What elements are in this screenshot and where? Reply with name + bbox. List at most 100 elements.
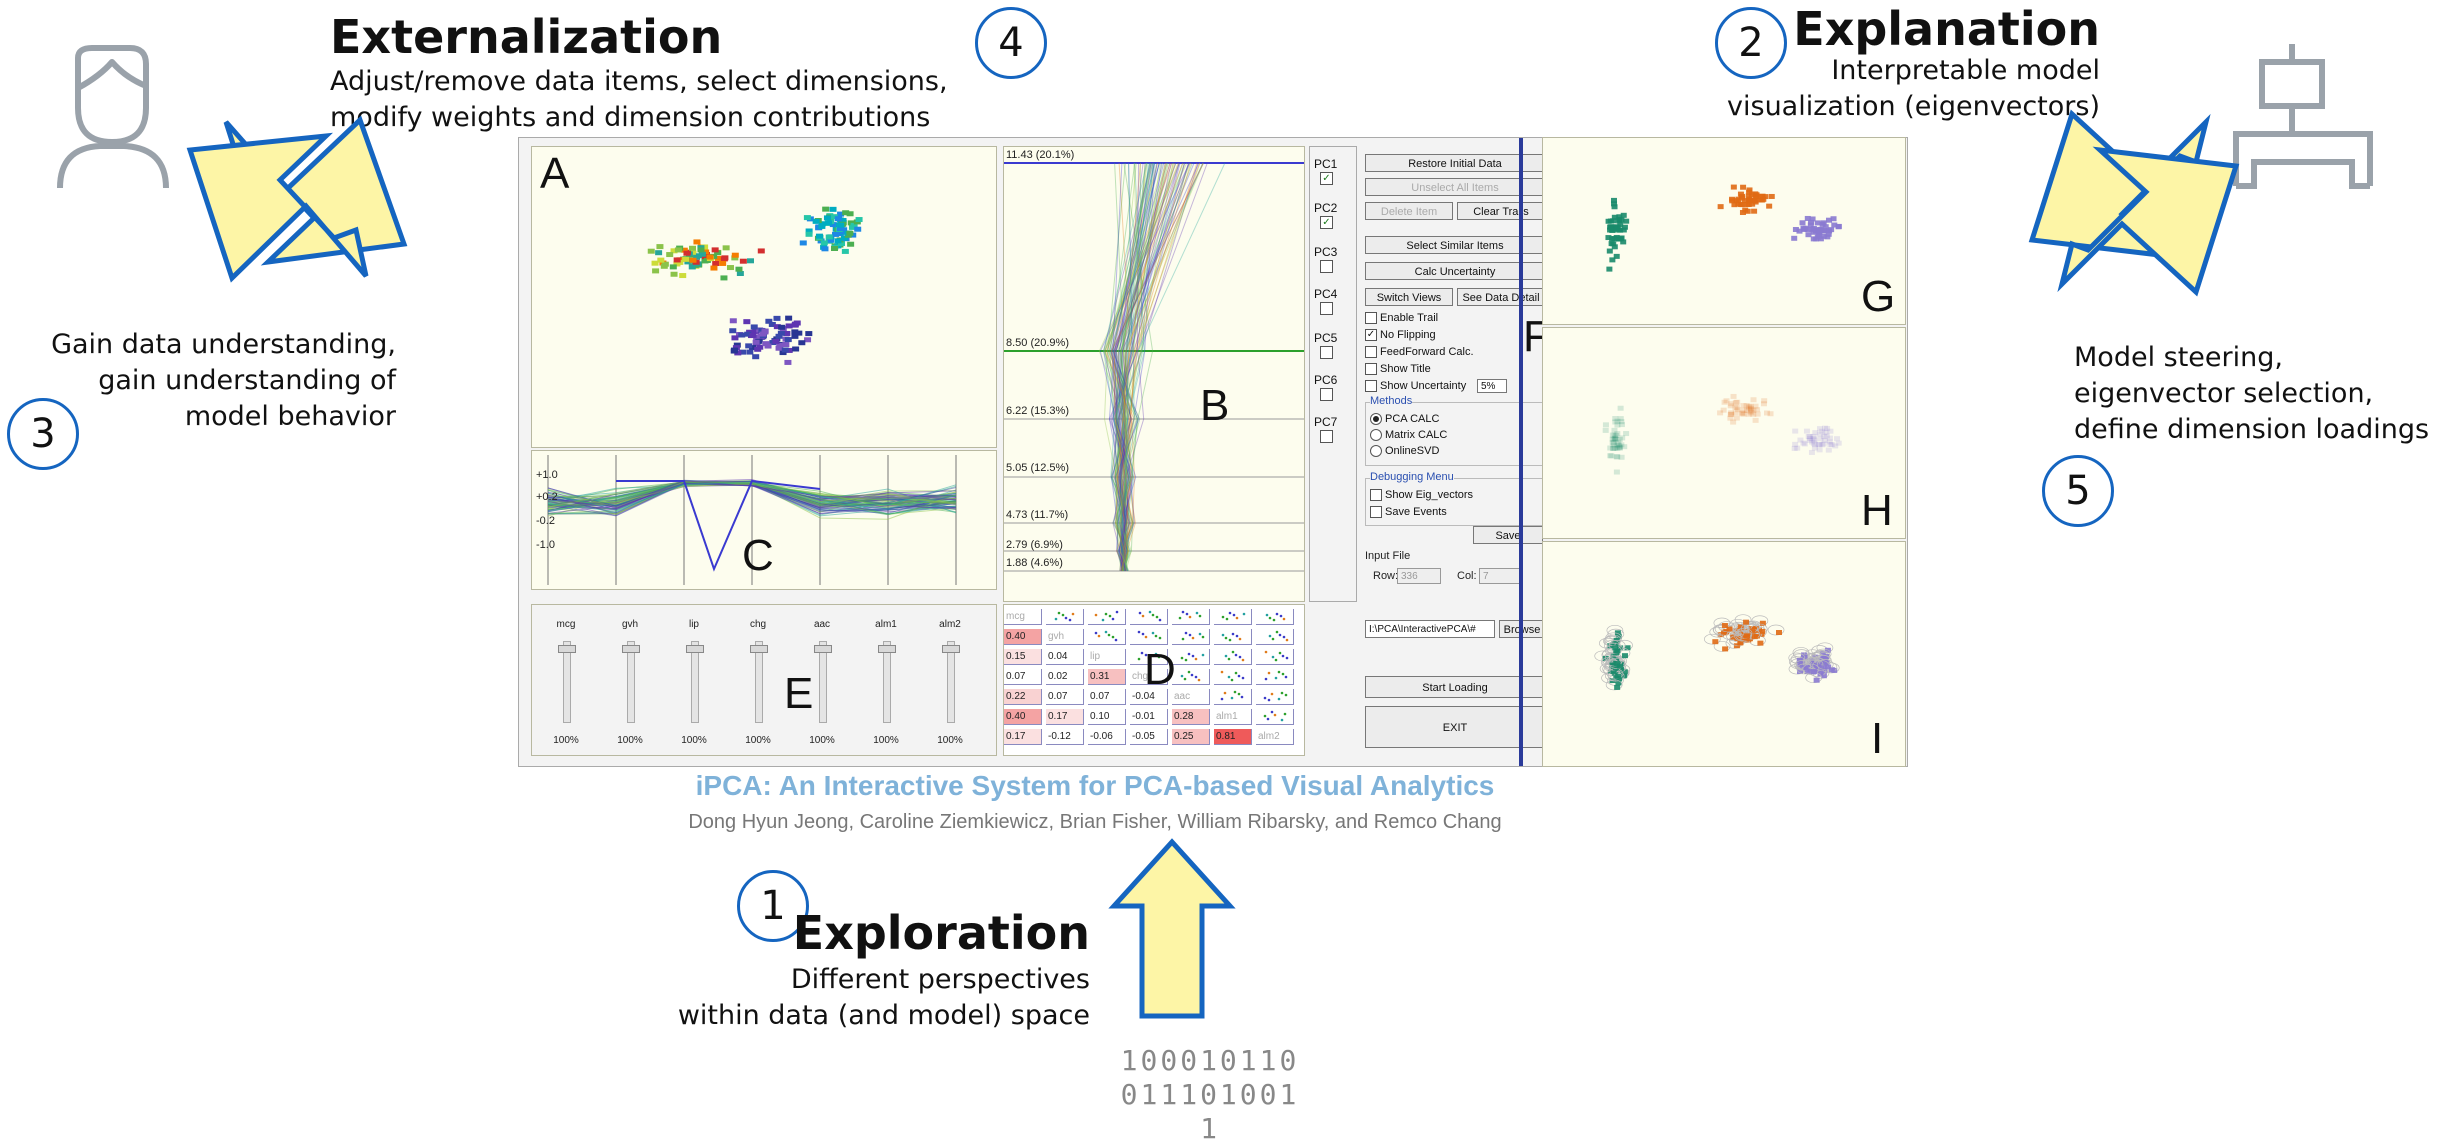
- pc3-checkbox[interactable]: PC3: [1314, 245, 1356, 274]
- panel-g-projection[interactable]: G: [1542, 137, 1906, 325]
- clear-trails-button[interactable]: Clear Trails: [1457, 202, 1545, 220]
- corr-cell: 0.81: [1214, 729, 1252, 745]
- pc-line: [1107, 162, 1141, 572]
- slider-handle-gvh[interactable]: [622, 645, 640, 653]
- projection-point: [1721, 622, 1728, 628]
- enable-trail-checkbox[interactable]: Enable Trail: [1365, 312, 1438, 325]
- mini-point: [1138, 611, 1142, 615]
- col-input[interactable]: 7: [1479, 568, 1523, 584]
- scatter-point: [734, 350, 742, 356]
- arrow-icon: [186, 115, 408, 283]
- slider-track-chg[interactable]: [755, 641, 763, 723]
- file-path-input[interactable]: I:\PCA\InteractivePCA\#: [1365, 620, 1495, 638]
- pc-line: [1110, 162, 1160, 572]
- projection-point: [1748, 192, 1755, 198]
- scatter-point: [825, 220, 833, 226]
- pc4-checkbox[interactable]: PC4: [1314, 287, 1356, 316]
- slider-track-alm2[interactable]: [947, 641, 955, 723]
- corr-cell: 0.10: [1088, 709, 1126, 725]
- projection-point: [1728, 411, 1735, 417]
- mini-point: [1232, 613, 1236, 617]
- pc-line: [1098, 162, 1188, 572]
- pc2-checkbox[interactable]: PC2✓: [1314, 201, 1356, 230]
- feedforward-checkbox[interactable]: FeedForward Calc.: [1365, 346, 1474, 359]
- slider-handle-aac[interactable]: [814, 645, 832, 653]
- see-data-detail-button[interactable]: See Data Detail: [1457, 288, 1545, 306]
- pc5-checkbox[interactable]: PC5: [1314, 331, 1356, 360]
- panel-c-parallel-coordinates[interactable]: +1.0 +0.2 -0.2 -1.0 C: [531, 450, 997, 590]
- panel-h-projection[interactable]: H: [1542, 327, 1906, 539]
- slider-handle-chg[interactable]: [750, 645, 768, 653]
- switch-views-button[interactable]: Switch Views: [1365, 288, 1453, 306]
- panel-a-scatterplot[interactable]: A: [531, 146, 997, 448]
- projection-point: [1747, 405, 1754, 411]
- mini-point: [1191, 636, 1195, 640]
- row-input[interactable]: 336: [1397, 568, 1441, 584]
- mini-point: [1238, 637, 1242, 641]
- panel-i-projection[interactable]: I: [1542, 541, 1906, 767]
- projection-point: [1616, 436, 1623, 442]
- row-label: Row:: [1373, 570, 1399, 582]
- projection-point: [1614, 431, 1621, 437]
- slider-track-alm1[interactable]: [883, 641, 891, 723]
- save-events-checkbox[interactable]: Save Events: [1370, 506, 1447, 519]
- checkbox-box: [1365, 363, 1377, 376]
- unselect-all-items-button[interactable]: Unselect All Items: [1365, 178, 1545, 196]
- scatter-point: [680, 247, 688, 253]
- mini-point: [1188, 633, 1192, 637]
- show-eig-vectors-checkbox[interactable]: Show Eig_vectors: [1370, 489, 1473, 502]
- panel-d-correlation-matrix[interactable]: mcg 0.40 gvh 0.15 0.04 lip 0.07 0.02 0.31 chg 0.22…: [1003, 604, 1305, 756]
- slider-label-gvh: gvh: [621, 619, 639, 630]
- pc6-checkbox[interactable]: PC6: [1314, 373, 1356, 402]
- pc-axis-label-6: 2.79 (6.9%): [1006, 539, 1063, 551]
- online-svd-radio[interactable]: OnlineSVD: [1370, 445, 1439, 458]
- slider-track-gvh[interactable]: [627, 641, 635, 723]
- delete-item-button[interactable]: Delete Item: [1365, 202, 1453, 220]
- pc-line: [1110, 162, 1164, 572]
- slider-handle-lip[interactable]: [686, 645, 704, 653]
- scatter-point: [782, 342, 790, 348]
- select-similar-items-button[interactable]: Select Similar Items: [1365, 236, 1545, 254]
- slider-handle-mcg[interactable]: [558, 645, 576, 653]
- corr-diag-3: chg: [1130, 669, 1168, 685]
- scatter-point: [674, 247, 682, 253]
- restore-initial-data-button[interactable]: Restore Initial Data: [1365, 154, 1545, 172]
- slider-track-lip[interactable]: [691, 641, 699, 723]
- slider-track-mcg[interactable]: [563, 641, 571, 723]
- projection-point: [1801, 441, 1808, 447]
- uncertainty-value-input[interactable]: 5%: [1477, 379, 1507, 393]
- pc-line: [1111, 162, 1204, 572]
- scatter-point: [735, 266, 743, 272]
- pca-calc-radio[interactable]: PCA CALC: [1370, 413, 1439, 426]
- scatter-point: [729, 318, 737, 324]
- show-uncertainty-checkbox[interactable]: Show Uncertainty: [1365, 380, 1466, 393]
- start-loading-button[interactable]: Start Loading: [1365, 676, 1545, 698]
- pc-line: [1114, 162, 1166, 572]
- exit-button[interactable]: EXIT: [1365, 706, 1545, 748]
- no-flipping-checkbox[interactable]: ✓ No Flipping: [1365, 329, 1436, 342]
- projection-point: [1830, 216, 1837, 222]
- scatter-point: [842, 210, 850, 216]
- col-label: Col:: [1457, 570, 1477, 582]
- pc7-checkbox[interactable]: PC7: [1314, 415, 1356, 444]
- show-title-checkbox[interactable]: Show Title: [1365, 363, 1431, 376]
- mini-point: [1201, 653, 1205, 657]
- mini-point: [1238, 655, 1242, 659]
- save-button[interactable]: Save: [1473, 526, 1543, 544]
- slider-handle-alm2[interactable]: [942, 645, 960, 653]
- pc-line: [1111, 162, 1204, 572]
- projection-point: [1792, 227, 1799, 233]
- scatter-point: [784, 359, 792, 365]
- mini-point: [1274, 658, 1278, 662]
- matrix-calc-radio[interactable]: Matrix CALC: [1370, 429, 1447, 442]
- scatter-point: [749, 332, 757, 338]
- slider-percent-lip: 100%: [681, 735, 707, 746]
- uncertainty-ellipse: [1605, 679, 1623, 691]
- slider-track-aac[interactable]: [819, 641, 827, 723]
- panel-b-eigenvector-view[interactable]: 11.43 (20.1%) 8.50 (20.9%) 6.22 (15.3%) …: [1003, 146, 1305, 602]
- calc-uncertainty-button[interactable]: Calc Uncertainty: [1365, 262, 1545, 280]
- pc-line: [1103, 162, 1148, 572]
- projection-point: [1612, 416, 1619, 422]
- slider-handle-alm1[interactable]: [878, 645, 896, 653]
- pc1-checkbox[interactable]: PC1✓: [1314, 157, 1356, 186]
